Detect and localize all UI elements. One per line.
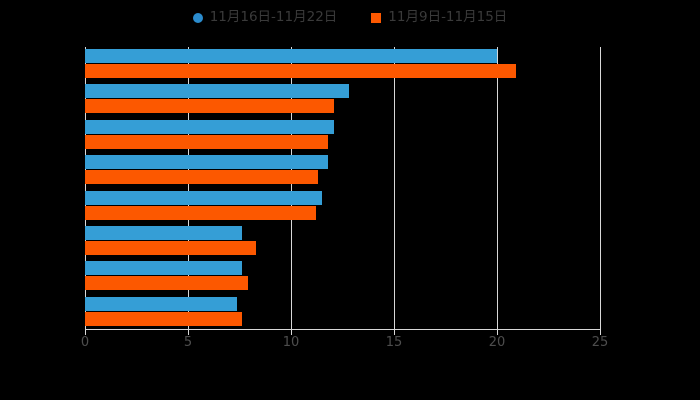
bar-row [85, 47, 600, 82]
plot-area: 美国法国韩国德国中国日本其他英国 0 5 10 15 20 25 [81, 47, 608, 350]
x-tick-label: 5 [183, 335, 193, 350]
bar-中国-series-1[interactable] [85, 205, 316, 220]
x-tick-label: 15 [385, 335, 403, 350]
x-axis-line [85, 329, 600, 330]
x-tick-label: 0 [80, 335, 90, 350]
tickmark-x-5 [188, 330, 189, 335]
legend-item-series-1[interactable]: 11月9日-11月15日 [371, 11, 507, 25]
bar-法国-series-1[interactable] [85, 99, 335, 114]
y-axis-label-wrap: 法国 [85, 82, 600, 117]
bar-韩国-series-1[interactable] [85, 134, 329, 149]
tickmark-x-15 [394, 330, 395, 335]
gridline-x-15 [394, 47, 395, 330]
bar-row [85, 189, 600, 224]
chart-legend: 11月16日-11月22日 11月9日-11月15日 [0, 6, 700, 30]
bar-row [85, 82, 600, 117]
gridline-x-20 [497, 47, 498, 330]
gridline-x-0 [85, 47, 86, 330]
bar-row [85, 224, 600, 259]
gridline-x-5 [188, 47, 189, 330]
y-axis-label-wrap: 中国 [85, 189, 600, 224]
bar-row [85, 259, 600, 294]
bar-row [85, 153, 600, 188]
bar-韩国-series-0[interactable] [85, 119, 335, 134]
circle-marker-icon [192, 13, 203, 23]
tickmark-x-0 [85, 330, 86, 335]
y-axis-label-wrap: 美国 [85, 47, 600, 82]
bar-德国-series-1[interactable] [85, 170, 318, 185]
bar-中国-series-0[interactable] [85, 190, 322, 205]
tickmark-x-20 [497, 330, 498, 335]
gridline-x-25 [600, 47, 601, 330]
bar-美国-series-1[interactable] [85, 64, 516, 78]
legend-label-series-0: 11月16日-11月22日 [209, 9, 338, 26]
x-tick-label: 20 [488, 335, 506, 350]
bar-row [85, 295, 600, 330]
bar-其他-series-0[interactable] [85, 261, 242, 276]
tickmark-x-10 [291, 330, 292, 335]
bar-法国-series-0[interactable] [85, 84, 349, 99]
y-axis-label-wrap: 韩国 [85, 118, 600, 153]
y-axis-label-wrap: 日本 [85, 224, 600, 259]
legend-label-series-1: 11月9日-11月15日 [388, 9, 508, 26]
bar-美国-series-0[interactable] [85, 49, 497, 63]
square-marker-icon [371, 13, 382, 23]
bar-德国-series-0[interactable] [85, 155, 329, 170]
bar-日本-series-0[interactable] [85, 225, 242, 240]
bar-日本-series-1[interactable] [85, 240, 256, 255]
tickmark-x-25 [600, 330, 601, 335]
bar-其他-series-1[interactable] [85, 276, 248, 291]
y-axis-label-wrap: 德国 [85, 153, 600, 188]
legend-item-series-0[interactable]: 11月16日-11月22日 [192, 9, 338, 26]
x-tick-label: 10 [282, 335, 300, 350]
x-tick-label: 25 [591, 335, 609, 350]
bar-英国-series-1[interactable] [85, 311, 242, 326]
gridline-x-10 [291, 47, 292, 330]
y-axis-label-wrap: 其他 [85, 259, 600, 294]
bar-英国-series-0[interactable] [85, 296, 238, 311]
y-axis-label-wrap: 英国 [85, 295, 600, 330]
bar-row [85, 118, 600, 153]
